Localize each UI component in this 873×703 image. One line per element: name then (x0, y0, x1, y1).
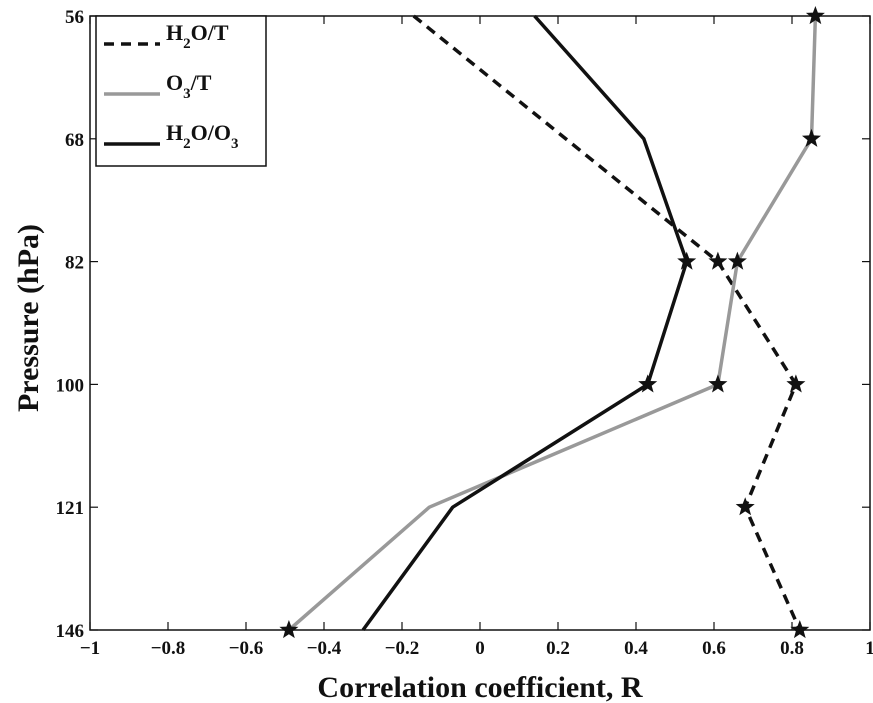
x-tick-label: −0.8 (151, 638, 186, 659)
series-line-0 (412, 14, 802, 631)
y-axis-title: Pressure (hPa) (12, 224, 45, 412)
y-tick-label: 82 (65, 253, 84, 274)
data-point-star (279, 620, 299, 639)
data-point-star (727, 251, 747, 270)
legend-box (95, 15, 267, 167)
legend: H2O/T O3/T H2O/O3 (95, 15, 267, 167)
legend-label: H2O/O3 (166, 120, 238, 152)
data-point-star (801, 128, 822, 147)
data-point-star (735, 497, 755, 516)
x-axis: −1 −0.8 −0.6 −0.4 −0.2 0 0.2 0.4 0.6 0.8 1 (80, 16, 873, 659)
data-point-star (638, 374, 658, 393)
x-tick-label: 1 (865, 638, 873, 659)
y-tick-label: 56 (65, 7, 84, 28)
y-tick-label: 100 (56, 375, 85, 396)
x-axis-title: Correlation coefficient, R (317, 671, 643, 703)
data-point-star (805, 6, 825, 25)
x-tick-label: 0.6 (702, 638, 726, 659)
legend-label: O3/T (166, 70, 212, 102)
series-layer (279, 6, 825, 639)
y-tick-label: 68 (65, 130, 84, 151)
x-tick-label: 0 (475, 638, 485, 659)
series-line-1 (287, 15, 818, 632)
data-point-star (786, 374, 806, 393)
data-point-star (708, 374, 728, 393)
x-tick-label: 0.4 (624, 638, 648, 659)
data-point-star (677, 251, 697, 270)
x-tick-label: −1 (80, 638, 100, 659)
x-tick-label: −0.6 (229, 638, 264, 659)
y-axis: 56 68 82 100 121 146 (56, 7, 870, 642)
x-tick-label: 0.2 (546, 638, 570, 659)
x-tick-label: −0.2 (385, 638, 420, 659)
y-tick-label: 146 (56, 621, 85, 642)
data-point-star (708, 251, 728, 270)
y-tick-label: 121 (56, 498, 85, 519)
x-tick-label: 0.8 (780, 638, 804, 659)
series-line-2 (361, 14, 689, 632)
legend-label: H2O/T (166, 20, 229, 52)
x-tick-label: −0.4 (307, 638, 342, 659)
data-point-star (790, 620, 810, 639)
